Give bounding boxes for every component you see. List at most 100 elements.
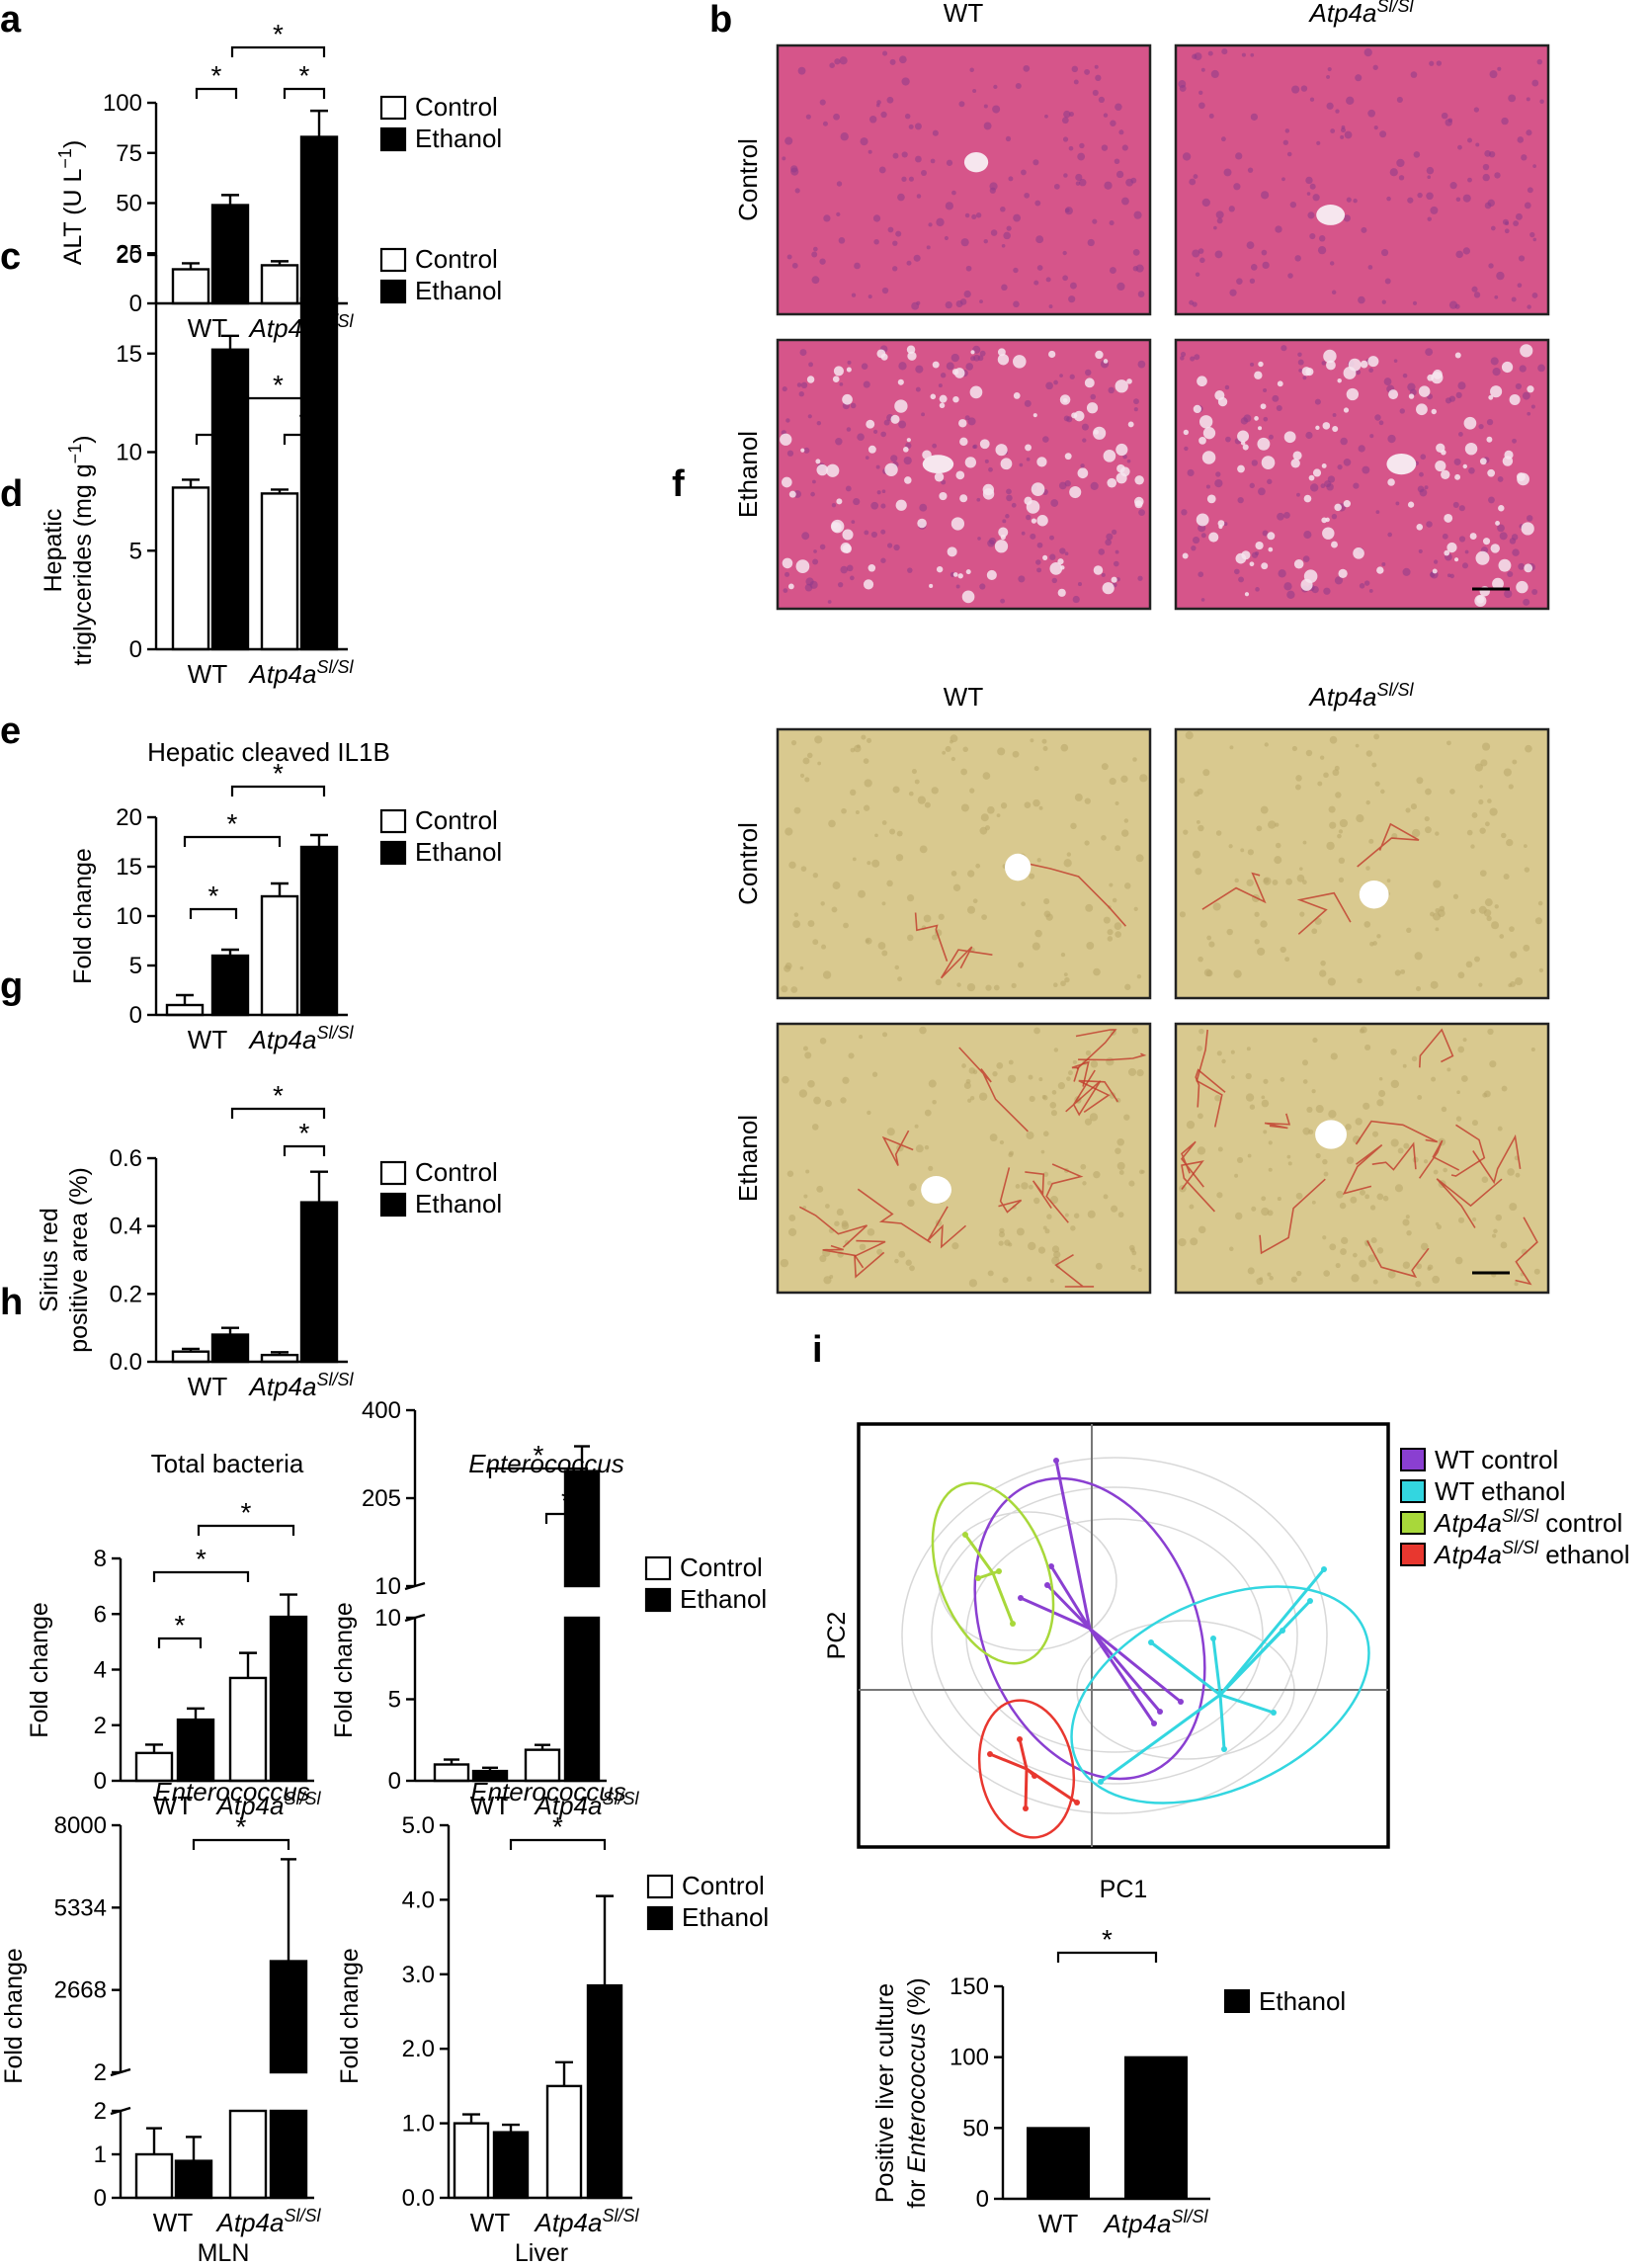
cell-nucleus xyxy=(807,1080,815,1088)
cell-nucleus xyxy=(1494,904,1499,909)
cell-nucleus xyxy=(1286,590,1295,599)
y-tick-label: 5 xyxy=(129,538,142,564)
cell-nucleus xyxy=(1254,911,1260,917)
cell-nucleus xyxy=(1124,983,1131,990)
cell-nucleus xyxy=(1109,267,1116,274)
cell-nucleus xyxy=(1524,202,1531,210)
significance-star: * xyxy=(175,1610,186,1640)
collagen-fiber xyxy=(1419,1028,1454,1068)
cell-nucleus xyxy=(1261,191,1270,200)
cell-nucleus xyxy=(1382,1195,1389,1202)
cell-nucleus xyxy=(1367,1254,1376,1263)
lipid-vacuole xyxy=(1322,527,1335,540)
cell-nucleus xyxy=(1495,1214,1502,1221)
sample-spoke xyxy=(991,1572,1015,1625)
cell-nucleus xyxy=(1405,807,1411,813)
significance-star: * xyxy=(552,1811,563,1842)
cell-nucleus xyxy=(1132,248,1140,256)
lipid-vacuole xyxy=(936,565,944,573)
collagen-fiber xyxy=(1371,1141,1417,1171)
cell-nucleus xyxy=(1355,1118,1363,1126)
cell-nucleus xyxy=(1075,173,1083,182)
cell-nucleus xyxy=(1118,129,1124,135)
lipid-vacuole xyxy=(1073,410,1085,422)
cell-nucleus xyxy=(1384,278,1391,285)
lipid-vacuole xyxy=(1435,460,1446,472)
cell-nucleus xyxy=(1437,1224,1443,1230)
cell-nucleus xyxy=(1425,788,1432,796)
cell-nucleus xyxy=(1412,300,1418,305)
cell-nucleus xyxy=(854,262,861,270)
genotype-superscript: Sl/Sl xyxy=(602,2206,639,2225)
cell-nucleus xyxy=(1045,277,1051,283)
cell-nucleus xyxy=(982,772,991,780)
cell-nucleus xyxy=(1247,167,1254,173)
x-category-wt: WT xyxy=(188,659,228,689)
lipid-vacuole xyxy=(1492,577,1504,590)
cell-nucleus xyxy=(881,820,887,825)
lipid-vacuole xyxy=(1260,403,1267,410)
cell-nucleus xyxy=(1322,1158,1328,1165)
lipid-vacuole xyxy=(1283,431,1296,444)
cell-nucleus xyxy=(1235,152,1243,160)
cell-nucleus xyxy=(1335,109,1340,114)
cell-nucleus xyxy=(1305,176,1313,185)
cell-nucleus xyxy=(786,1170,794,1178)
cell-nucleus xyxy=(1462,1038,1467,1043)
cell-nucleus xyxy=(1511,534,1519,541)
bar-ethanol-wt xyxy=(492,2131,530,2200)
cell-nucleus xyxy=(1531,588,1538,595)
lipid-vacuole xyxy=(1486,436,1493,443)
cell-nucleus xyxy=(1183,829,1189,835)
lipid-vacuole xyxy=(1323,349,1337,364)
central-vein xyxy=(1315,1120,1347,1149)
cell-nucleus xyxy=(1355,743,1360,748)
cell-nucleus xyxy=(1213,225,1217,230)
cell-nucleus xyxy=(1197,1113,1203,1120)
cell-nucleus xyxy=(1295,1192,1303,1200)
genotype-superscript: Sl/Sl xyxy=(316,1023,354,1043)
cell-nucleus xyxy=(967,417,976,426)
y-tick-label: 10 xyxy=(374,1605,401,1632)
cell-nucleus xyxy=(880,503,886,509)
pca-legend-swatch xyxy=(1400,1543,1426,1566)
cell-nucleus xyxy=(1295,1270,1302,1277)
cell-nucleus xyxy=(1193,174,1198,180)
cell-nucleus xyxy=(1082,438,1087,443)
cell-nucleus xyxy=(1080,1163,1087,1170)
lipid-vacuole xyxy=(1454,352,1461,359)
cell-nucleus xyxy=(887,226,894,233)
cell-nucleus xyxy=(1517,283,1523,289)
cell-nucleus xyxy=(924,1144,930,1150)
y-tick-label: 0 xyxy=(388,1768,401,1795)
cell-nucleus xyxy=(1180,356,1185,361)
central-vein xyxy=(1316,205,1346,225)
cell-nucleus xyxy=(796,382,802,387)
central-vein xyxy=(922,455,954,474)
cell-nucleus xyxy=(1311,1089,1316,1094)
y-axis-label: Fold change xyxy=(330,1602,358,1738)
cell-nucleus xyxy=(1323,772,1329,779)
cell-nucleus xyxy=(1306,1106,1313,1113)
cell-nucleus xyxy=(1514,1282,1519,1287)
sample-spoke xyxy=(1049,1565,1092,1630)
contour-line xyxy=(931,1486,1298,1785)
cell-nucleus xyxy=(1108,386,1115,394)
cell-nucleus xyxy=(1423,1159,1429,1164)
lipid-vacuole xyxy=(884,462,898,476)
cell-nucleus xyxy=(1390,1138,1399,1147)
cell-nucleus xyxy=(847,360,852,365)
cell-nucleus xyxy=(1480,759,1488,767)
row-header-control: Control xyxy=(733,822,763,905)
cell-nucleus xyxy=(841,1219,849,1227)
cell-nucleus xyxy=(1337,464,1343,470)
lipid-vacuole xyxy=(964,457,977,468)
contour-line xyxy=(901,1457,1328,1814)
cell-nucleus xyxy=(1233,183,1241,191)
cell-nucleus xyxy=(874,833,878,838)
cell-nucleus xyxy=(1457,1046,1465,1053)
cell-nucleus xyxy=(1011,982,1017,988)
cell-nucleus xyxy=(1000,802,1008,809)
lipid-vacuole xyxy=(842,529,854,541)
